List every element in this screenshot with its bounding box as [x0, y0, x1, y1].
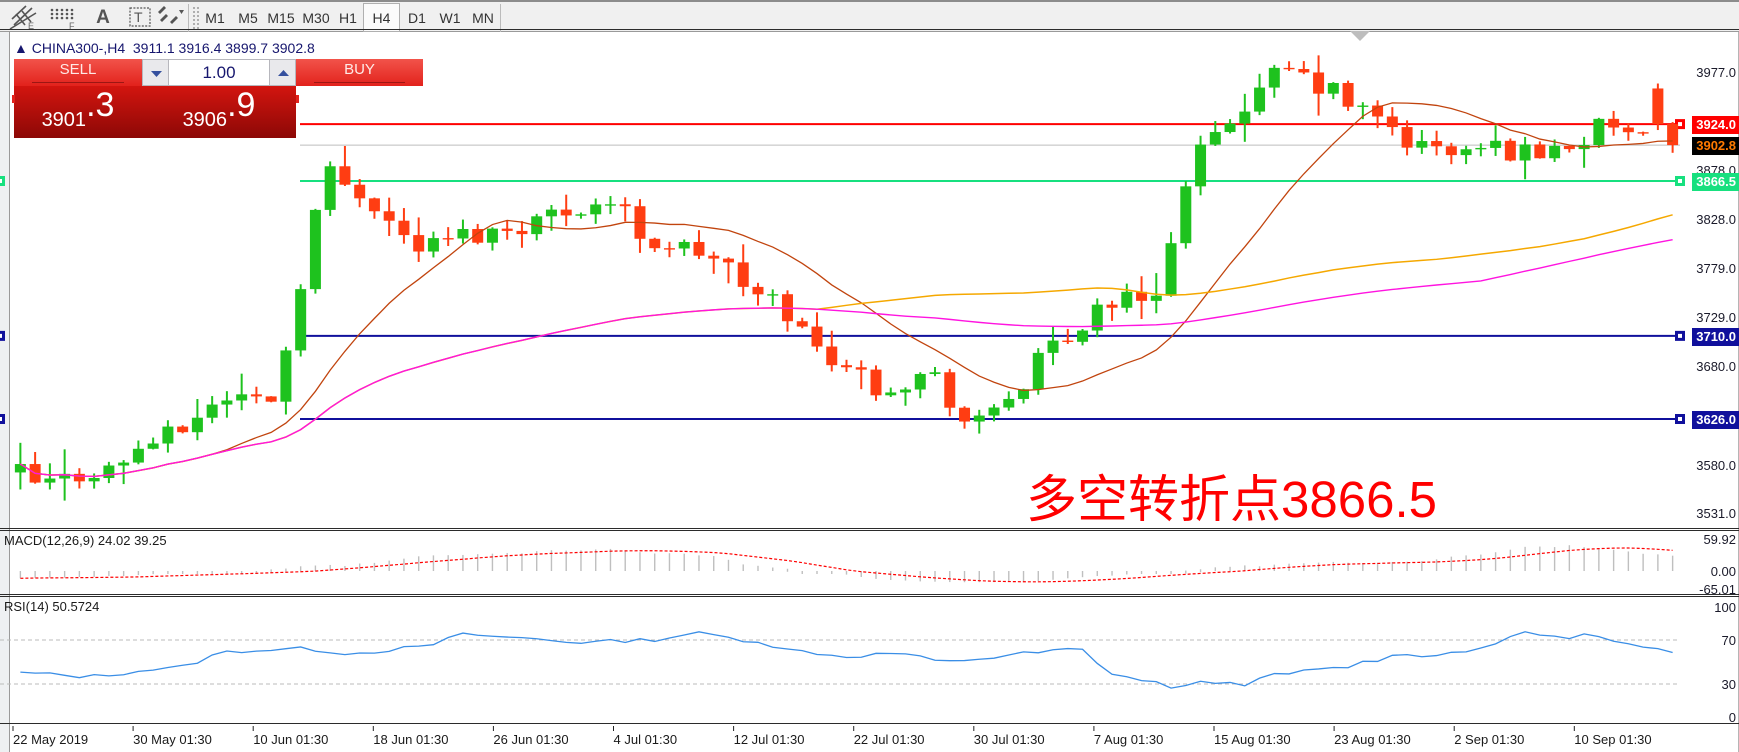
svg-text:多空转折点3866.5: 多空转折点3866.5: [1026, 471, 1437, 528]
svg-text:T: T: [134, 9, 143, 25]
